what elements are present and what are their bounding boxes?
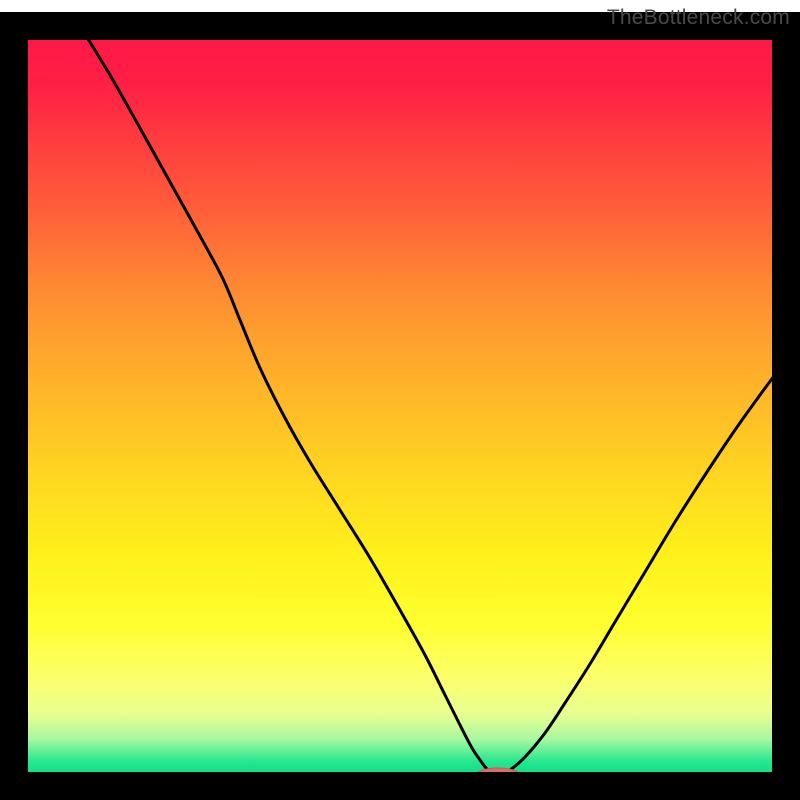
chart-svg [0,0,800,800]
watermark-text: TheBottleneck.com [607,6,790,30]
chart-container: TheBottleneck.com [0,0,800,800]
gradient-background [28,40,772,772]
